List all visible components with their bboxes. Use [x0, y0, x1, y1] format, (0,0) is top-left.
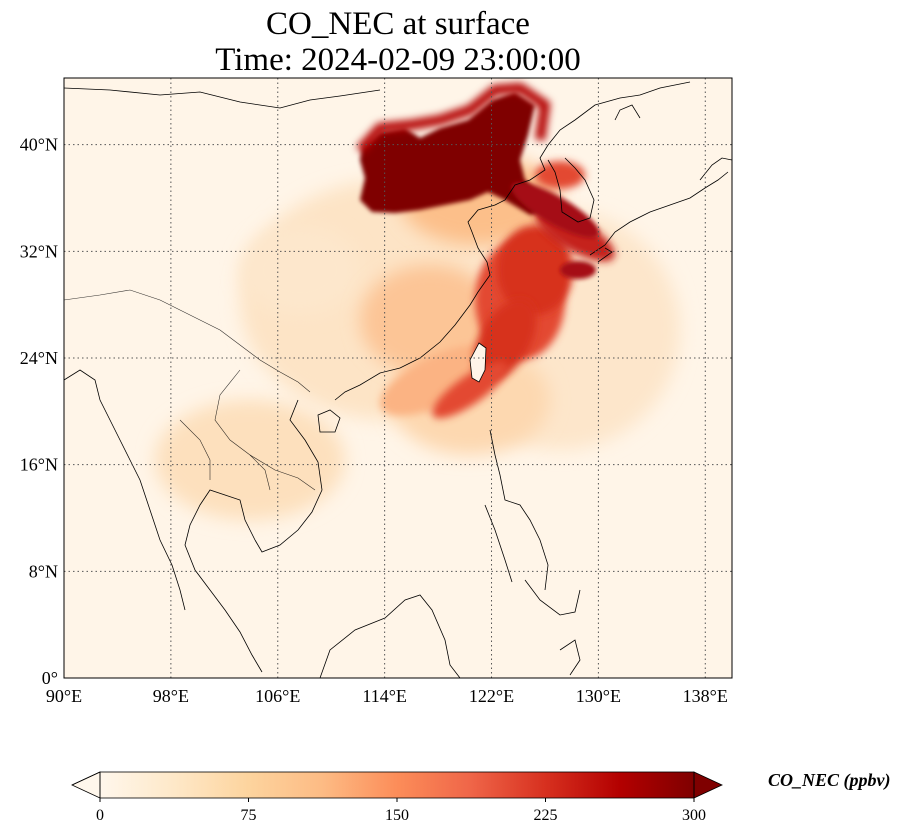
lat-tick-label: 40°N: [20, 135, 58, 155]
coastlines: [64, 81, 732, 678]
lat-tick-label: 8°N: [29, 561, 58, 581]
map-frame: [63, 77, 733, 679]
lon-tick-label: 130°E: [576, 686, 621, 706]
lon-tick-label: 114°E: [362, 686, 407, 706]
map-gridlines: [64, 78, 732, 678]
colorbar: 0 75 150 225 300: [71, 771, 723, 824]
colorbar-tick-labels: 0 75 150 225 300: [96, 798, 706, 824]
lat-tick-label: 0°: [42, 668, 58, 688]
colorbar-tick-label: 225: [534, 807, 558, 824]
lon-tick-label: 90°E: [46, 686, 82, 706]
lon-tick-label: 98°E: [153, 686, 189, 706]
concentration-field: [155, 82, 680, 520]
map-title: CO_NEC at surface: [266, 6, 530, 42]
lat-tick-label: 24°N: [20, 348, 58, 368]
country-borders: [64, 289, 316, 491]
lon-tick-label: 122°E: [469, 686, 514, 706]
colorbar-tick-label: 300: [682, 807, 706, 824]
lat-tick-label: 16°N: [20, 455, 58, 475]
lat-tick-label: 32°N: [20, 241, 58, 261]
lon-tick-label: 106°E: [255, 686, 300, 706]
colorbar-tick-label: 150: [385, 807, 409, 824]
colorbar-tick-label: 0: [96, 807, 104, 824]
colorbar-label: CO_NEC (ppbv): [768, 770, 891, 790]
colorbar-ramp: [100, 772, 694, 798]
colorbar-extend-max: [693, 771, 723, 799]
lon-tick-label: 138°E: [683, 686, 728, 706]
map-timestamp: Time: 2024-02-09 23:00:00: [215, 42, 581, 78]
latitude-tick-labels: 0° 8°N 16°N 24°N 32°N 40°N: [20, 135, 58, 688]
colorbar-tick-label: 75: [241, 807, 257, 824]
colorbar-extend-min: [71, 771, 101, 799]
longitude-tick-labels: 90°E 98°E 106°E 114°E 122°E 130°E 138°E: [46, 686, 728, 706]
